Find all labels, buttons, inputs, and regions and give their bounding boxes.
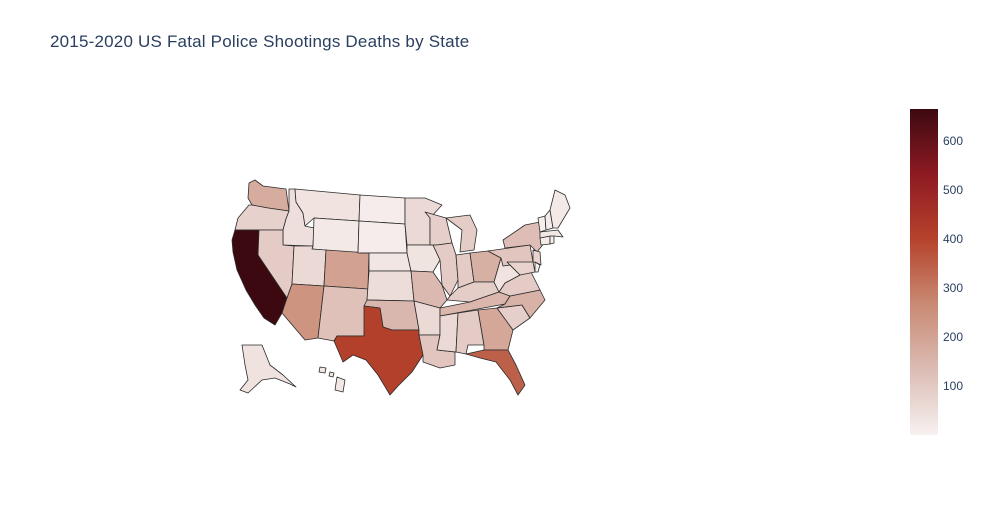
- state-sd[interactable]: [357, 220, 408, 254]
- colorbar-tick-label: 100: [943, 379, 963, 393]
- state-ma[interactable]: [539, 229, 564, 239]
- state-shape-hi[interactable]: [318, 366, 346, 393]
- state-me[interactable]: [549, 189, 571, 229]
- state-shape-ny[interactable]: [502, 221, 546, 253]
- colorbar-tick-label: 600: [943, 134, 963, 148]
- colorbar-tick-label: 300: [943, 281, 963, 295]
- state-shape-me[interactable]: [549, 189, 571, 229]
- state-ri[interactable]: [549, 235, 555, 245]
- state-ak[interactable]: [239, 344, 297, 394]
- colorbar: 100 200 300 400 500 600: [910, 109, 963, 435]
- state-co[interactable]: [323, 249, 370, 290]
- state-shape-fl[interactable]: [465, 349, 526, 396]
- chart-title: 2015-2020 US Fatal Police Shootings Deat…: [50, 32, 470, 51]
- state-shape-nm[interactable]: [317, 285, 369, 342]
- state-nm[interactable]: [317, 285, 369, 342]
- state-shape-ma[interactable]: [539, 229, 564, 239]
- state-wy[interactable]: [311, 217, 360, 254]
- state-shape-ut[interactable]: [291, 245, 327, 287]
- state-shape-ms[interactable]: [436, 312, 459, 353]
- state-shape-nd[interactable]: [358, 194, 406, 225]
- state-tx[interactable]: [333, 305, 424, 396]
- map-layer: [231, 179, 571, 396]
- state-shape-nj[interactable]: [532, 249, 542, 266]
- state-ks[interactable]: [366, 270, 415, 302]
- state-nd[interactable]: [358, 194, 406, 225]
- colorbar-tick-label: 400: [943, 232, 963, 246]
- state-shape-ks[interactable]: [366, 270, 415, 302]
- state-ny[interactable]: [502, 221, 546, 253]
- state-ms[interactable]: [436, 312, 459, 353]
- state-nj[interactable]: [532, 249, 542, 266]
- colorbar-tick-label: 200: [943, 330, 963, 344]
- state-shape-ak[interactable]: [239, 344, 297, 394]
- colorbar-bar: [910, 109, 938, 435]
- state-ut[interactable]: [291, 245, 327, 287]
- colorbar-tick-label: 500: [943, 183, 963, 197]
- state-fl[interactable]: [465, 349, 526, 396]
- state-shape-ri[interactable]: [549, 235, 555, 245]
- state-shape-tx[interactable]: [333, 305, 424, 396]
- state-shape-sd[interactable]: [357, 220, 408, 254]
- state-mi[interactable]: [445, 214, 478, 253]
- state-shape-wy[interactable]: [311, 217, 360, 254]
- state-hi[interactable]: [318, 366, 346, 393]
- state-shape-mi[interactable]: [445, 214, 478, 253]
- state-shape-co[interactable]: [323, 249, 370, 290]
